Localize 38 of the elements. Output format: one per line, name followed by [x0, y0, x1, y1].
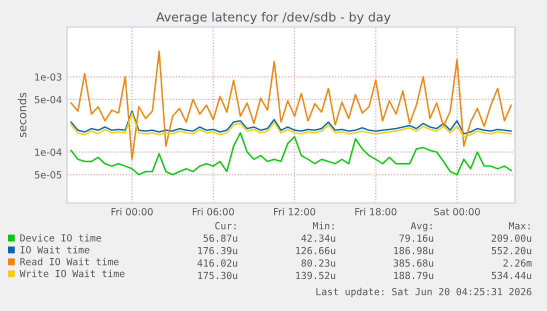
text: 186.98u: [394, 246, 434, 254]
text: Cur:: [215, 222, 236, 230]
text: Avg:: [410, 222, 432, 232]
x-tick-label: Fri 18:00: [355, 208, 396, 216]
legend-label: IO Wait time: [20, 246, 90, 254]
line-series: [70, 132, 512, 176]
text: Max:: [508, 222, 530, 230]
x-tick-label: Sat 00:00: [434, 208, 480, 216]
text: 175.30u: [198, 272, 238, 280]
x-tick-label: Fri 12:00: [274, 208, 316, 216]
text: 139.52u: [296, 272, 336, 280]
x-tick-label: Fri 06:00: [192, 208, 234, 216]
x-tick-label: Fri 00:00: [112, 208, 153, 216]
text: 385.68u: [394, 259, 434, 267]
y-tick-label: 1e-03: [35, 73, 62, 81]
text: 534.44u: [492, 272, 532, 280]
text: 80.23u: [302, 259, 336, 267]
text: 126.66u: [296, 246, 336, 254]
text: 2.26m: [503, 259, 532, 267]
legend-label: Device IO time: [20, 234, 102, 242]
legend-label: Read IO Wait time: [20, 258, 119, 266]
text: 188.79u: [394, 272, 434, 280]
y-tick-label: 5e-05: [34, 171, 62, 178]
text: 42.34u: [301, 234, 336, 242]
text: 552.20u: [492, 246, 532, 254]
y-tick-label: 1e-04: [35, 148, 62, 156]
y-tick-label: 5e-04: [34, 96, 62, 104]
text: 79.16u: [400, 234, 434, 242]
text: Last update: Sat Jun 20 04:25:31 2026: [316, 288, 532, 298]
text: Min:: [312, 222, 334, 230]
text: 416.02u: [198, 259, 238, 267]
text: 176.39u: [198, 246, 238, 254]
text: 56.87u: [204, 234, 238, 242]
text: 209.00u: [492, 234, 532, 242]
legend-label: Write IO Wait time: [20, 270, 124, 278]
y-axis-title: seconds: [18, 92, 26, 138]
chart-title: Average latency for /dev/sdb - by day: [156, 12, 391, 24]
line-series: [70, 50, 512, 160]
